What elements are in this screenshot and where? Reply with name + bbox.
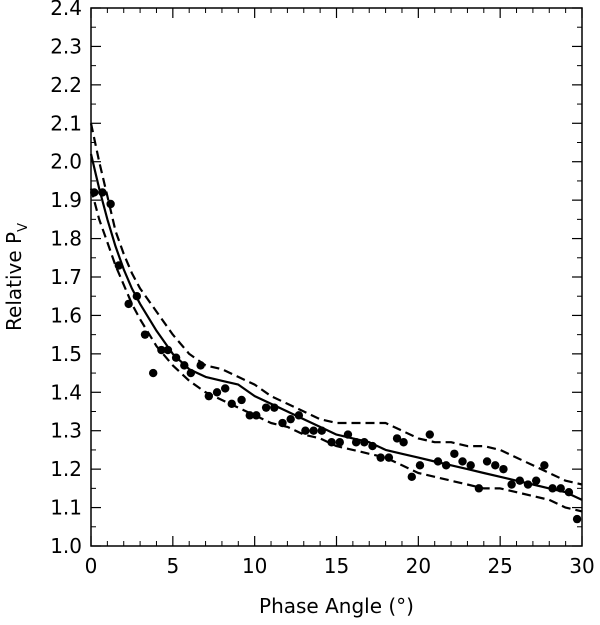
data-point bbox=[399, 438, 408, 447]
x-tick-label: 15 bbox=[324, 554, 349, 578]
ticks-layer: 0 5 10 15 20 25 30 1.0 1.1 1.2 1.3 1.4 1.5 1.6 1.7 1.8 1… bbox=[50, 0, 595, 578]
data-point bbox=[309, 426, 318, 435]
y-tick-label: 2.0 bbox=[50, 150, 82, 174]
data-point bbox=[327, 438, 336, 447]
y-tick-label: 2.3 bbox=[50, 34, 82, 58]
data-point bbox=[491, 461, 500, 470]
data-point bbox=[425, 430, 434, 439]
data-point bbox=[482, 457, 492, 466]
data-point bbox=[163, 345, 173, 355]
data-point bbox=[407, 472, 416, 482]
data-point bbox=[335, 438, 344, 447]
data-point bbox=[540, 461, 549, 470]
x-tick-label: 5 bbox=[166, 554, 179, 578]
data-point bbox=[261, 403, 271, 412]
y-tick-label: 1.3 bbox=[50, 419, 82, 443]
data-point bbox=[450, 449, 459, 458]
data-point bbox=[466, 461, 475, 470]
data-point bbox=[458, 457, 467, 466]
x-axis-title: Phase Angle (°) bbox=[259, 594, 414, 618]
y-tick-label: 2.4 bbox=[50, 0, 82, 20]
uncertainty-bound-line bbox=[89, 188, 583, 513]
data-point bbox=[212, 388, 222, 397]
data-point bbox=[301, 426, 310, 435]
y-tick-label: 1.5 bbox=[50, 342, 82, 366]
data-point bbox=[499, 464, 508, 474]
data-point bbox=[221, 384, 230, 393]
data-point bbox=[507, 480, 516, 489]
data-point bbox=[148, 368, 158, 378]
y-tick-label: 1.9 bbox=[50, 188, 82, 212]
y-tick-label: 1.4 bbox=[50, 380, 82, 404]
plot-frame bbox=[90, 7, 583, 547]
x-tick-label: 10 bbox=[242, 554, 267, 578]
fit-curve-line bbox=[89, 153, 583, 501]
x-tick-label: 0 bbox=[85, 554, 98, 578]
data-point bbox=[531, 476, 541, 485]
y-tick-label: 1.0 bbox=[50, 534, 82, 558]
data-point bbox=[572, 514, 582, 524]
y-tick-label: 2.2 bbox=[50, 73, 82, 97]
y-axis-title: Relative PV bbox=[2, 223, 31, 331]
data-point bbox=[106, 199, 115, 209]
y-tick-label: 1.6 bbox=[50, 303, 82, 327]
series-layer bbox=[89, 123, 583, 524]
y-axis-title-main: Relative P bbox=[2, 232, 26, 331]
data-point bbox=[415, 461, 425, 470]
data-point bbox=[286, 414, 295, 424]
data-point bbox=[392, 434, 402, 443]
y-axis-title-subscript: V bbox=[16, 223, 31, 232]
data-point bbox=[237, 395, 246, 405]
x-tick-label: 25 bbox=[487, 554, 512, 578]
y-tick-label: 2.1 bbox=[50, 111, 82, 135]
y-tick-label: 1.8 bbox=[50, 227, 82, 251]
data-point bbox=[474, 484, 484, 493]
uncertainty-bound-line bbox=[89, 123, 583, 486]
y-tick-label: 1.2 bbox=[50, 457, 82, 481]
x-tick-label: 30 bbox=[569, 554, 594, 578]
y-tick-label: 1.7 bbox=[50, 265, 82, 289]
y-tick-label: 1.1 bbox=[50, 496, 82, 520]
x-tick-label: 20 bbox=[406, 554, 431, 578]
